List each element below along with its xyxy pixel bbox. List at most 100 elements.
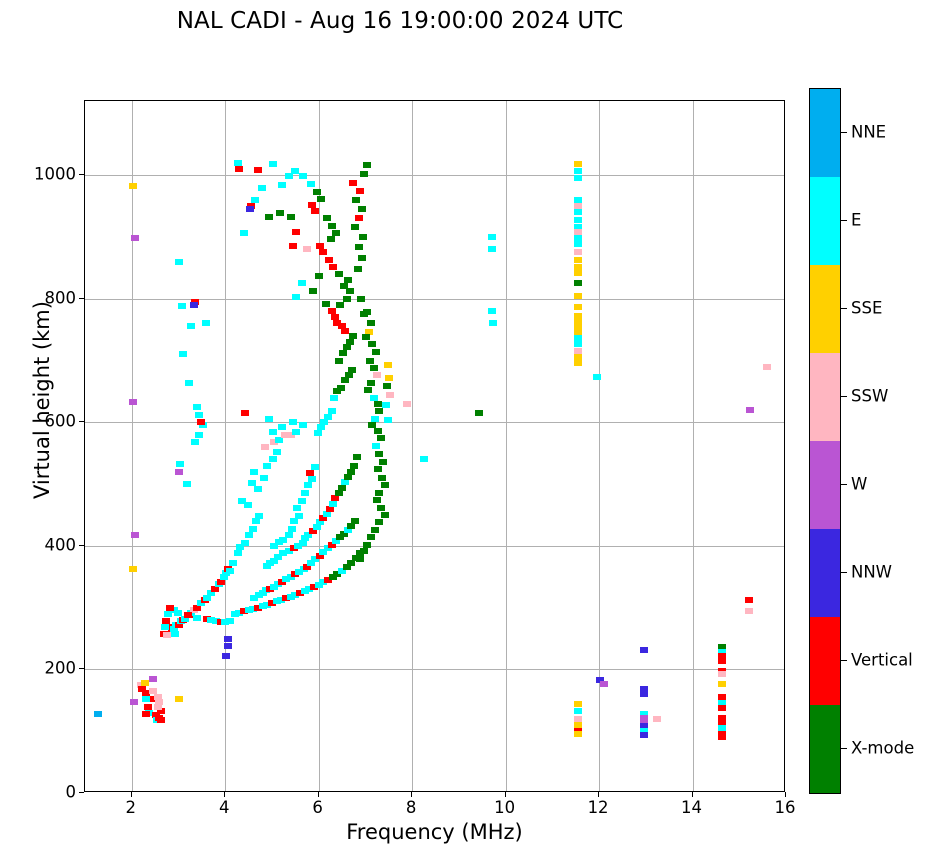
data-point	[373, 427, 382, 434]
data-point	[247, 203, 256, 210]
data-point	[574, 335, 583, 342]
data-point	[260, 474, 269, 481]
data-point	[183, 612, 192, 619]
data-point	[335, 489, 344, 496]
data-point	[319, 249, 328, 256]
data-point	[174, 609, 183, 616]
data-point	[161, 624, 170, 631]
data-point	[193, 614, 202, 621]
data-point	[639, 731, 648, 738]
data-point	[287, 525, 296, 532]
data-point	[342, 295, 351, 302]
data-point	[574, 235, 583, 242]
data-point	[316, 424, 325, 431]
x-axis-tick-label: 12	[587, 798, 609, 817]
data-point	[347, 523, 356, 530]
data-point	[717, 657, 726, 664]
y-axis-tick-label: 1000	[34, 164, 76, 184]
data-point	[375, 519, 384, 526]
data-point	[128, 182, 137, 189]
data-point	[382, 383, 391, 390]
data-point	[261, 444, 270, 450]
data-point	[359, 547, 368, 554]
data-point	[195, 411, 204, 418]
data-point	[250, 468, 259, 475]
data-point	[420, 456, 429, 463]
data-point	[297, 498, 306, 505]
gridline-vertical	[599, 101, 601, 791]
y-axis-label: Virtual height (km)	[30, 301, 54, 499]
data-point	[314, 581, 323, 588]
data-point	[574, 313, 583, 319]
data-point	[366, 357, 375, 364]
data-point	[236, 544, 245, 551]
data-point	[203, 594, 212, 601]
colorbar-segment-e	[810, 177, 840, 265]
data-point	[487, 308, 496, 315]
data-point	[343, 473, 352, 480]
y-axis-tick-label: 600	[44, 411, 77, 431]
data-point	[574, 330, 583, 337]
data-point	[653, 715, 662, 722]
data-point	[225, 567, 234, 574]
data-point	[294, 542, 303, 549]
data-point	[574, 279, 583, 286]
data-point	[313, 430, 322, 437]
data-point	[300, 489, 309, 496]
data-point	[324, 545, 332, 552]
data-point	[372, 497, 381, 504]
data-point	[239, 608, 248, 615]
data-point	[278, 424, 287, 431]
data-point	[284, 547, 293, 554]
data-point	[378, 474, 387, 481]
data-point	[574, 241, 583, 248]
data-point	[369, 394, 378, 401]
data-point	[347, 468, 356, 475]
data-point	[234, 159, 243, 166]
data-point	[574, 359, 583, 366]
data-point	[207, 589, 216, 596]
data-point	[284, 173, 293, 180]
data-point	[224, 642, 232, 649]
data-point	[217, 578, 226, 585]
x-axis-tick	[317, 792, 319, 797]
data-point	[574, 701, 583, 708]
data-point	[365, 329, 374, 336]
data-point	[717, 714, 726, 721]
data-point	[289, 419, 298, 426]
data-point	[238, 498, 247, 505]
data-point	[329, 394, 338, 401]
data-point	[312, 524, 321, 531]
colorbar-tick	[840, 396, 847, 398]
data-point	[201, 320, 210, 327]
data-point	[367, 341, 376, 348]
data-point	[182, 481, 191, 488]
data-point	[335, 271, 344, 277]
data-point	[574, 161, 583, 168]
data-point	[297, 279, 306, 286]
colorbar-tick	[840, 308, 847, 310]
x-axis-tick-label: 6	[312, 798, 323, 817]
colorbar-tick	[840, 660, 847, 662]
data-point	[253, 167, 262, 174]
data-point	[281, 594, 290, 601]
data-point	[385, 392, 394, 399]
data-point	[295, 513, 304, 520]
data-point	[211, 618, 220, 625]
data-point	[298, 540, 307, 547]
data-point	[348, 367, 357, 374]
data-point	[317, 195, 326, 202]
data-point	[184, 379, 193, 386]
data-point	[356, 295, 365, 302]
colorbar-segment-ssw	[810, 353, 840, 441]
data-point	[240, 410, 249, 417]
data-point	[244, 531, 253, 538]
gridline-horizontal	[85, 422, 784, 424]
data-point	[574, 269, 583, 276]
data-point	[156, 708, 165, 715]
data-point	[291, 591, 300, 598]
x-axis-tick	[691, 792, 693, 797]
data-point	[363, 309, 372, 316]
data-point	[338, 322, 347, 329]
data-point	[574, 293, 583, 300]
